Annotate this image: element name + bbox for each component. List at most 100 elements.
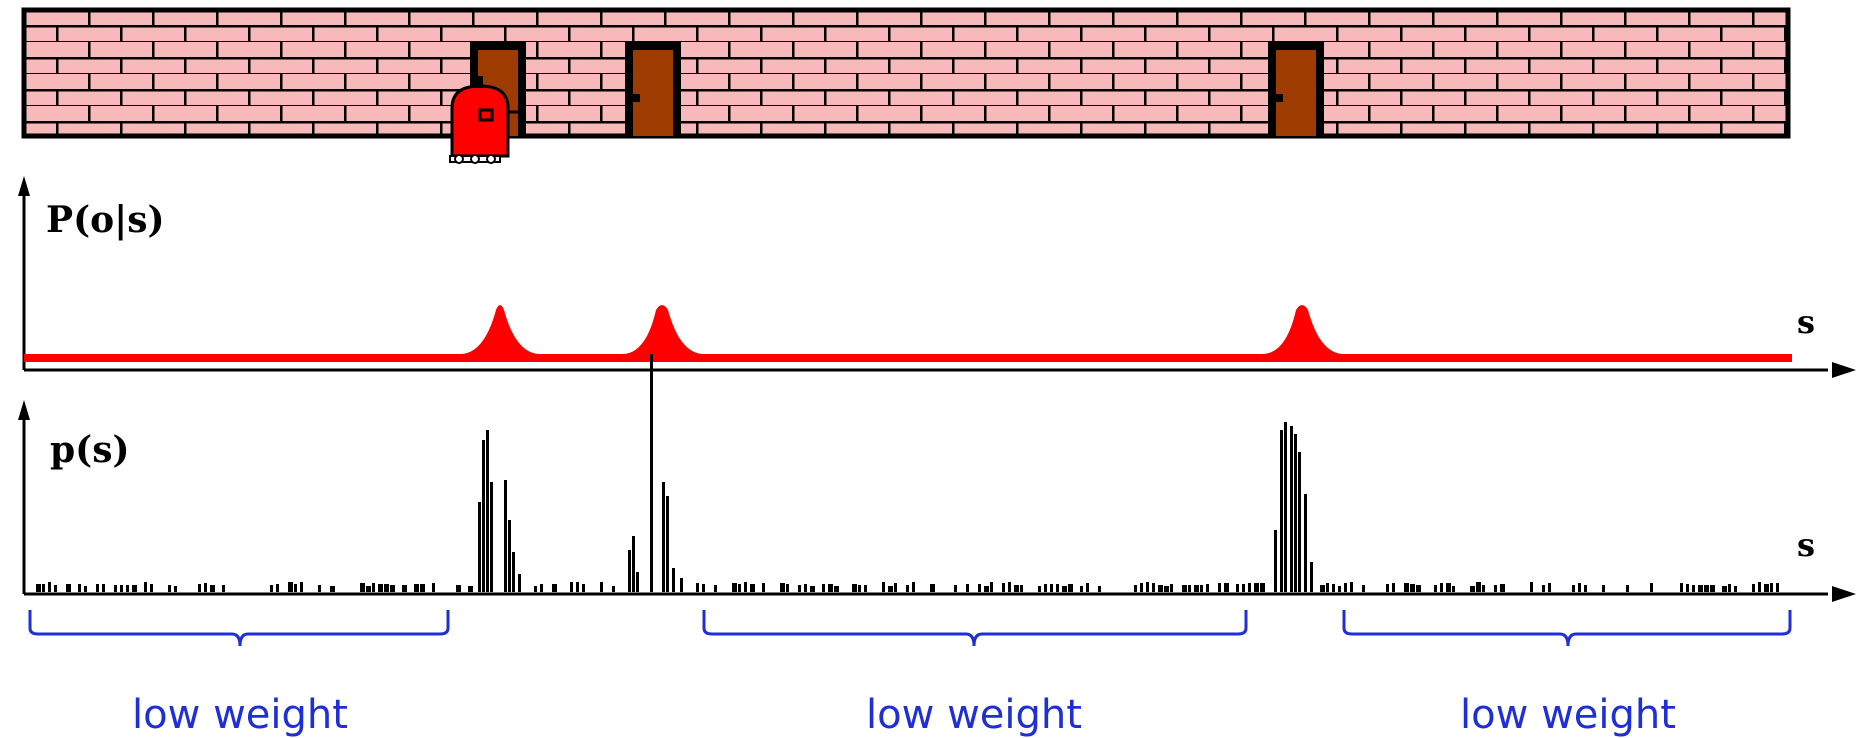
particle-bar [1362, 585, 1365, 592]
particle-bar [1404, 583, 1409, 592]
particle-bar [198, 584, 201, 592]
particle-bar [1152, 583, 1155, 592]
brace-left [28, 610, 450, 647]
particle-bar [1274, 530, 1277, 592]
particle-bar [894, 583, 897, 592]
particle-bar [1194, 585, 1199, 592]
particle-bar [276, 584, 279, 592]
particle-bar [780, 583, 785, 592]
particle-bar [804, 584, 807, 592]
doors [470, 42, 1324, 136]
particle-bar [102, 584, 105, 592]
particle-samples [36, 354, 1779, 592]
particle-bar [120, 585, 123, 592]
particle-bar [1752, 584, 1755, 592]
particle-bar [384, 584, 389, 592]
particle-bar [786, 584, 789, 592]
particle-bar [294, 584, 297, 592]
particle-bar [84, 586, 87, 592]
particle-bar [822, 584, 825, 592]
particle-bar [1758, 582, 1761, 592]
particle-bar [150, 584, 153, 592]
particle-bar [222, 585, 225, 592]
particle-bar [1280, 430, 1283, 592]
particle-bar [1530, 582, 1533, 592]
particle-bar [732, 583, 737, 592]
captions: low weight low weight low weight [132, 692, 1676, 738]
particle-bar [810, 586, 815, 592]
particle-bar [762, 583, 765, 592]
caption-left: low weight [132, 692, 348, 738]
particle-bar [702, 584, 705, 592]
particle-bar [1692, 585, 1695, 592]
particle-bar [288, 582, 293, 592]
particle-bar [518, 574, 521, 592]
braces [28, 610, 1792, 647]
particle-bar [1686, 584, 1689, 592]
particle-bar [738, 584, 741, 592]
particle-bar [680, 578, 683, 592]
particle-bar [1770, 583, 1773, 592]
particle-bar [1764, 584, 1769, 592]
particle-bar [1002, 583, 1005, 592]
particle-bar [858, 585, 861, 592]
particle-bar [906, 585, 909, 592]
belief-x-label: s [1797, 526, 1815, 564]
particle-bar [318, 585, 321, 592]
particle-bar [552, 584, 557, 592]
particle-bar [714, 585, 717, 592]
particle-bar [114, 585, 117, 592]
particle-bar [1050, 584, 1053, 592]
particle-bar [1548, 583, 1551, 592]
particle-bar [852, 584, 857, 592]
particle-bar [990, 582, 993, 592]
particle-bar [1410, 584, 1415, 592]
particle-bar [966, 584, 969, 592]
particle-bar [1188, 585, 1191, 592]
particle-bar [1248, 583, 1251, 592]
particle-bar [1776, 583, 1779, 592]
likelihood-label: P(o|s) [46, 199, 165, 241]
particle-bar [1218, 583, 1221, 592]
particle-bar [504, 480, 507, 592]
particle-bar [270, 585, 273, 592]
particle-bar [798, 585, 801, 592]
particle-bar [696, 583, 699, 592]
particle-bar [1350, 582, 1353, 592]
particle-bar [1294, 434, 1297, 592]
particle-bar [1020, 585, 1023, 592]
particle-bar [534, 586, 537, 592]
particle-bar [1284, 422, 1287, 592]
brace-right [1342, 610, 1792, 647]
particle-bar [78, 584, 81, 592]
particle-bar [1290, 426, 1293, 592]
particle-bar [456, 585, 461, 592]
particle-bar [1320, 585, 1325, 592]
particle-bar [1134, 585, 1137, 592]
particle-bar [1386, 584, 1389, 592]
particle-bar [300, 582, 303, 592]
particle-bar [468, 586, 473, 592]
particle-bar [834, 586, 839, 592]
particle-bar [1344, 583, 1347, 592]
brick-wall [21, 7, 1791, 139]
robot-icon [449, 76, 526, 164]
particle-bar [1038, 586, 1041, 592]
particle-bar [508, 520, 511, 592]
particle-bar [1650, 583, 1653, 592]
particle-bar [1164, 586, 1169, 592]
particle-bar [372, 583, 375, 592]
particle-bar [432, 583, 435, 592]
particle-bar [1206, 584, 1209, 592]
particle-bar [360, 583, 365, 592]
particle-bar [582, 584, 585, 592]
particle-bar [1080, 586, 1083, 592]
likelihood-x-label: s [1797, 303, 1815, 341]
particle-bar [1476, 582, 1481, 592]
particle-bar [48, 582, 51, 592]
particle-bar [750, 584, 755, 592]
particle-bar [1254, 583, 1259, 592]
particle-bar [1044, 584, 1047, 592]
particle-bar [1626, 585, 1629, 592]
